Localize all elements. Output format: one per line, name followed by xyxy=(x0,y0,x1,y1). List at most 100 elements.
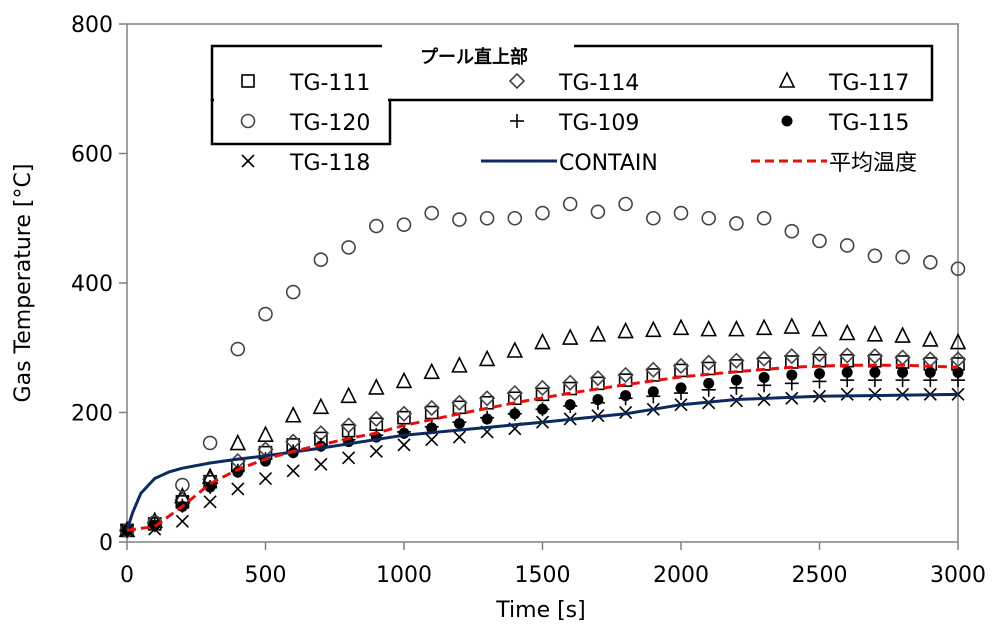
series-tg-117-point xyxy=(229,433,247,451)
series-tg-118-point xyxy=(314,457,328,471)
series-tg-117-point xyxy=(257,425,274,442)
legend-marker xyxy=(241,74,255,88)
y-tick-label: 200 xyxy=(71,402,113,427)
x-tick-label: 1000 xyxy=(376,563,432,588)
legend-label: TG-120 xyxy=(289,111,370,136)
series-tg-118-point xyxy=(425,433,439,447)
x-tick-label: 500 xyxy=(245,563,287,588)
series-tg-117-point xyxy=(949,332,967,350)
series-tg-115-point xyxy=(730,374,742,386)
series-tg-120-point xyxy=(701,210,717,226)
legend-item-tg-111: TG-111 xyxy=(241,71,370,96)
series-tg-115-point xyxy=(592,394,604,406)
series-tg-114-point xyxy=(589,370,607,387)
series-tg-118-point xyxy=(175,514,189,528)
series-tg-120-point xyxy=(645,210,661,226)
legend-frame-joint xyxy=(214,98,388,104)
legend-marker xyxy=(508,72,526,90)
series-tg-117-point xyxy=(783,317,801,334)
series-tg-117-point xyxy=(451,356,468,373)
series-tg-114-point xyxy=(645,361,662,378)
series-9-line xyxy=(126,363,959,532)
series-tg-115-point xyxy=(647,386,659,398)
series-tg-111-point xyxy=(674,363,688,378)
series-tg-117-point xyxy=(478,349,496,367)
series-tg-117-point xyxy=(395,371,413,389)
series-tg-118-point xyxy=(369,444,383,458)
legend-marker xyxy=(510,114,524,128)
series-tg-118-point xyxy=(397,438,411,452)
series-tg-114-point xyxy=(562,374,579,391)
series-tg-120-point xyxy=(673,205,689,221)
series-tg-120-point xyxy=(479,210,495,226)
series-tg-115-point xyxy=(758,372,770,384)
series-tg-114-point xyxy=(811,346,828,363)
legend-item-tg-109: TG-109 xyxy=(510,111,639,136)
series-tg-115-point xyxy=(924,366,936,378)
series-tg-111-point xyxy=(424,405,439,420)
series-tg-115-point xyxy=(814,368,825,380)
y-tick-label: 800 xyxy=(71,13,113,38)
series-tg-111-point xyxy=(701,361,716,376)
series-tg-114-point xyxy=(755,350,773,367)
series-tg-114-point xyxy=(340,417,357,434)
series-tg-118-point xyxy=(203,495,217,509)
series-tg-118 xyxy=(120,387,965,537)
legend-label: CONTAIN xyxy=(559,151,658,176)
series-tg-120-point xyxy=(368,218,384,234)
x-tick-label: 3000 xyxy=(930,563,986,588)
legend: プール直上部 TG-111 TG-114 TG-117 TG-120 TG-109 TG-1… xyxy=(210,30,934,176)
legend-item-tg-114: TG-114 xyxy=(508,71,639,96)
series-tg-114-point xyxy=(368,410,385,428)
series-tg-114-point xyxy=(617,366,634,384)
series-tg-115-point xyxy=(869,366,881,378)
series-tg-115-point xyxy=(897,366,909,378)
series-tg-114-point xyxy=(451,394,468,411)
series-tg-120-point xyxy=(396,217,412,233)
x-axis-label: Time [s] xyxy=(495,598,585,623)
series-tg-114-point xyxy=(672,357,690,375)
series-tg-114-point xyxy=(783,348,800,365)
series-tg-117-point xyxy=(838,323,856,341)
series-tg-120-point xyxy=(507,210,523,226)
series-tg-117-point xyxy=(589,325,607,342)
axes: 0 200 400 600 800 0 500 1000 1500 2000 2500 3000 xyxy=(71,13,986,588)
series-tg-117-point xyxy=(811,319,828,337)
legend-label: TG-115 xyxy=(828,111,909,136)
series-tg-111-point xyxy=(452,400,467,415)
x-tick-label: 0 xyxy=(120,563,134,588)
legend-label: TG-111 xyxy=(289,71,370,96)
series-tg-114-point xyxy=(922,351,939,368)
series-tg-115-point xyxy=(620,390,632,402)
legend-item-tg-120: TG-120 xyxy=(240,111,370,136)
series-tg-114 xyxy=(118,346,967,539)
x-tick-label: 2000 xyxy=(653,563,709,588)
legend-label: TG-117 xyxy=(828,71,909,96)
series-tg-114-point xyxy=(534,379,551,397)
series-tg-118-point xyxy=(258,471,273,486)
series-tg-115-point xyxy=(453,418,465,430)
series-tg-115-point xyxy=(841,366,853,378)
series-tg-117-point xyxy=(672,318,690,336)
legend-label: 平均温度 xyxy=(829,151,917,176)
legend-item-9: 平均温度 xyxy=(751,151,917,176)
series-tg-120-point xyxy=(867,248,883,264)
series-tg-111-point xyxy=(397,410,411,425)
series-tg-117-point xyxy=(617,321,634,339)
series-tg-117-point xyxy=(312,397,330,415)
series-tg-111-point xyxy=(646,368,661,382)
series-tg-120-point xyxy=(424,205,440,221)
series-tg-117-point xyxy=(755,318,773,336)
series-tg-114-point xyxy=(866,348,884,365)
x-tick-label: 1500 xyxy=(515,563,571,588)
x-tick-label: 2500 xyxy=(792,563,848,588)
series-tg-120-point xyxy=(202,435,218,451)
y-tick-label: 0 xyxy=(99,531,113,556)
series-tg-114-point xyxy=(423,399,440,417)
legend-marker xyxy=(240,113,256,129)
series-tg-120-point xyxy=(922,254,938,270)
series-layer xyxy=(118,196,967,539)
series-tg-117-point xyxy=(894,326,911,343)
series-tg-120-point xyxy=(895,249,910,265)
